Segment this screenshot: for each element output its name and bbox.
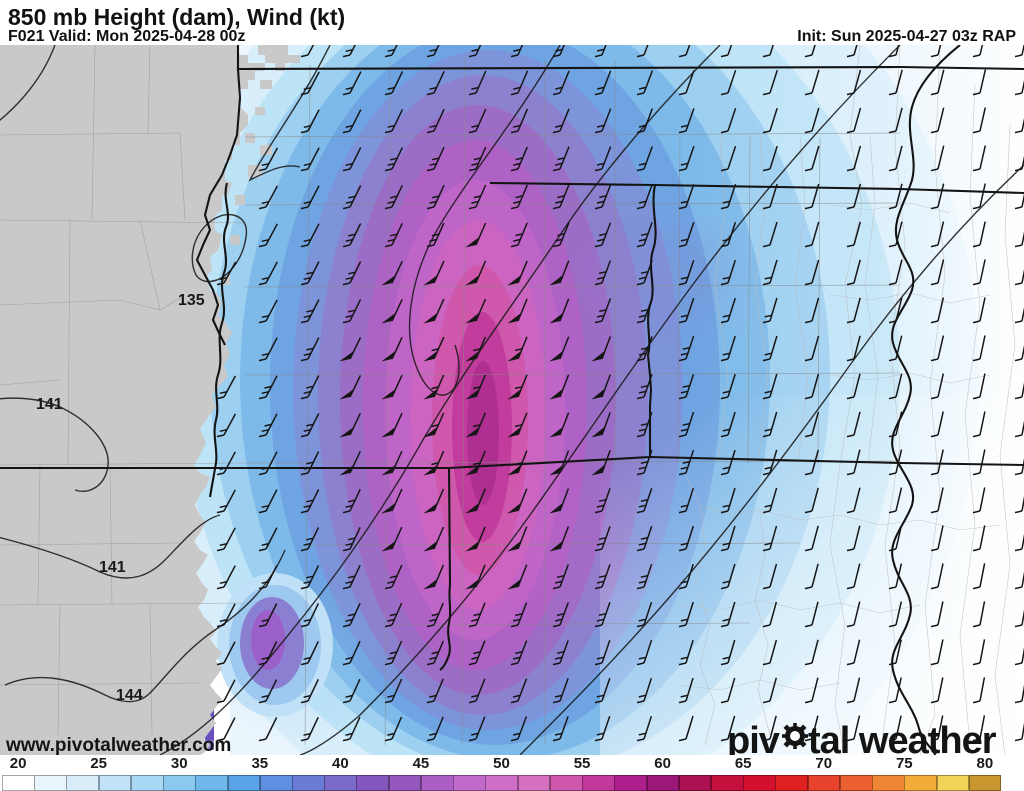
svg-text:144: 144 [116, 687, 143, 704]
svg-text:141: 141 [36, 396, 63, 413]
svg-text:piv: piv [727, 720, 780, 755]
svg-text:www.pivotalweather.com: www.pivotalweather.com [5, 735, 231, 755]
svg-text:135: 135 [178, 292, 205, 309]
svg-text:tal weather: tal weather [808, 720, 997, 755]
svg-text:141: 141 [99, 559, 126, 576]
